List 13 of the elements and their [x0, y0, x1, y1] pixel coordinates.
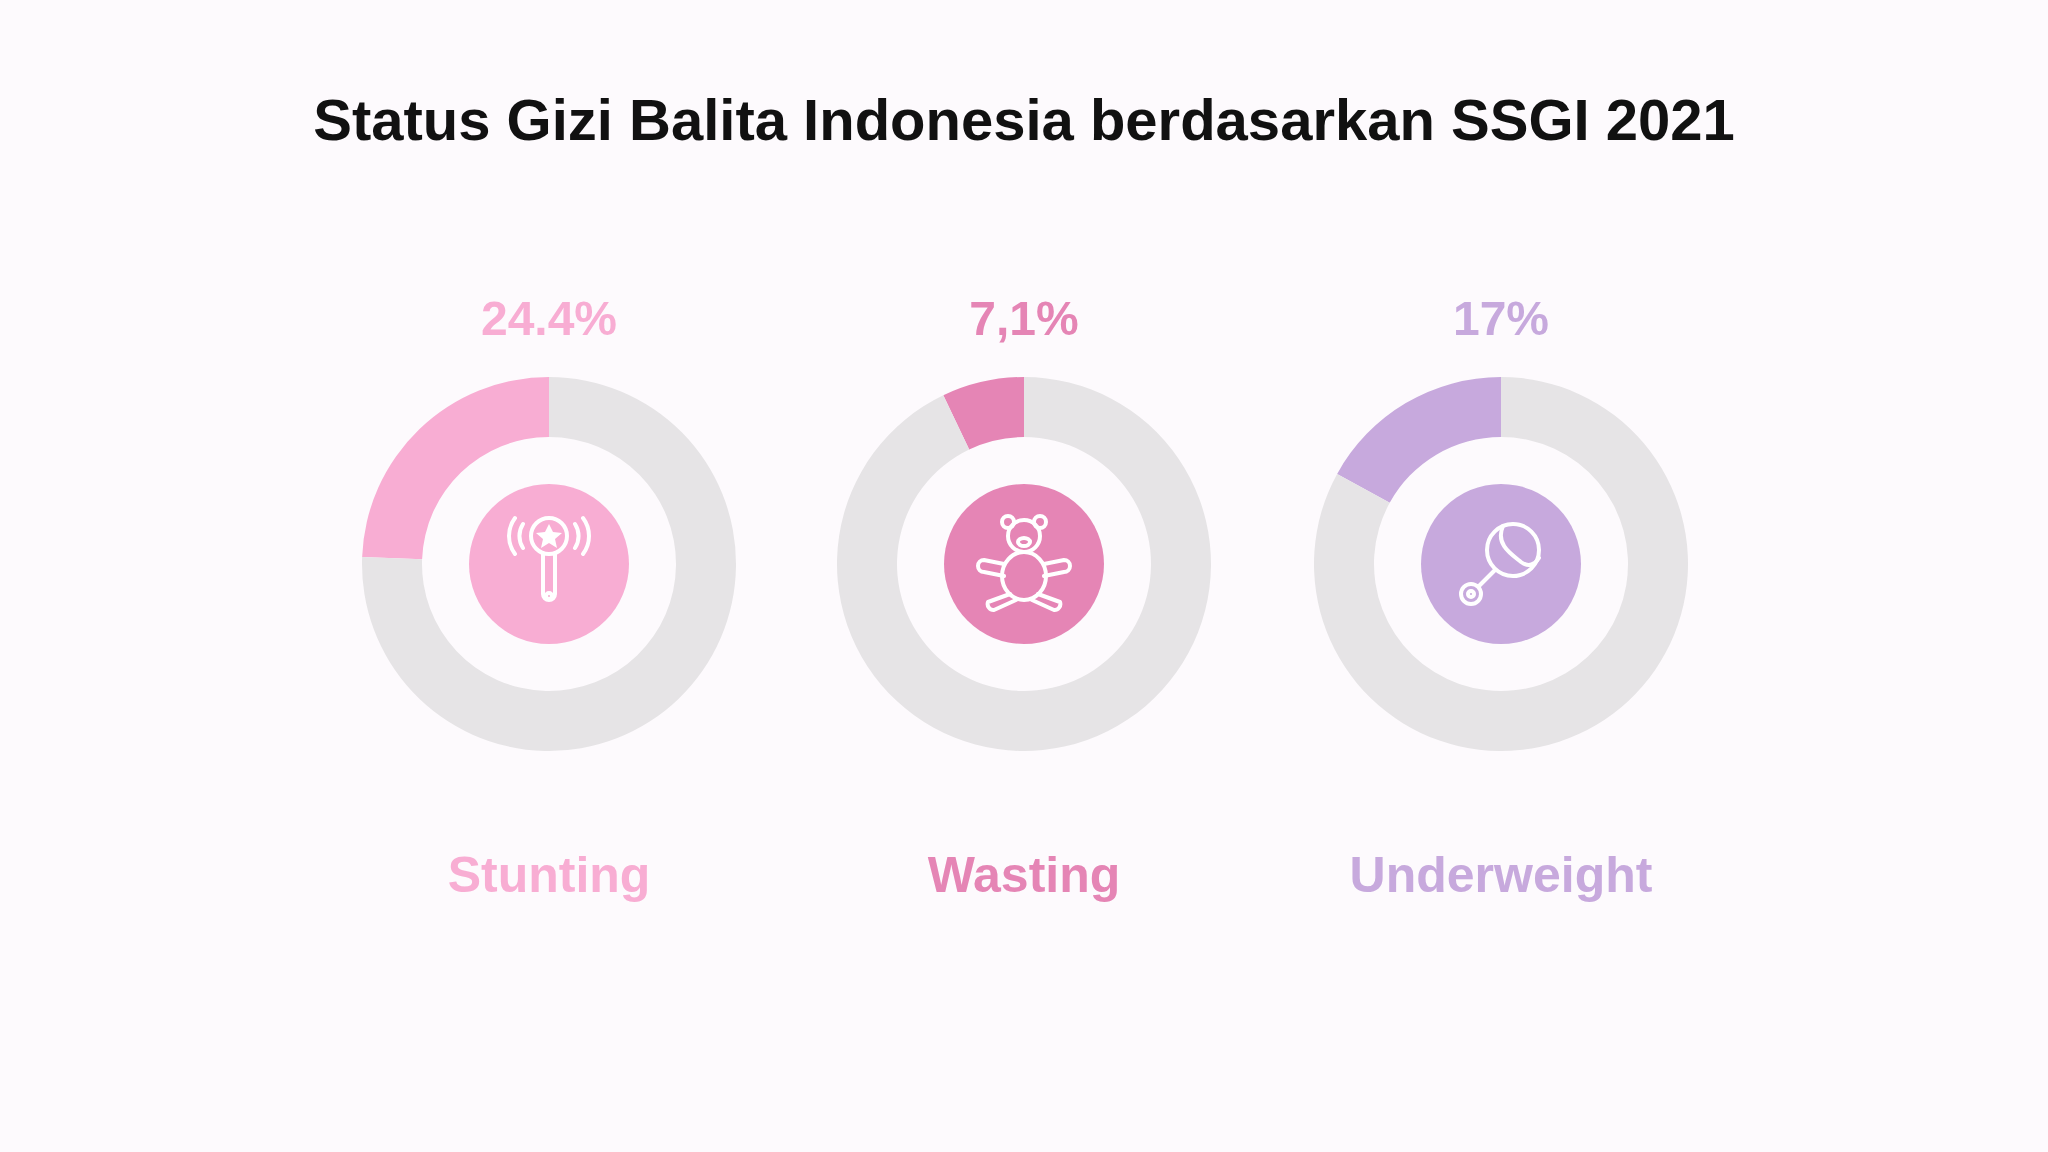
text: Stunting: [447, 847, 651, 903]
donut-slice: [1337, 377, 1501, 503]
donut-slice: [362, 377, 736, 751]
data-label: 17%: [1452, 292, 1550, 345]
donut-slice: [943, 377, 1024, 450]
donut-slice: [1314, 377, 1688, 751]
text: Wasting: [927, 847, 1121, 903]
data-label: 24.4%: [480, 292, 618, 345]
text: Underweight: [1349, 847, 1653, 903]
data-label: 7,1%: [969, 292, 1079, 345]
text: Status Gizi Balita Indonesia berdasarkan SSGI 2021: [313, 87, 1735, 152]
donut-slice: [837, 377, 1211, 751]
donut-slice: [362, 377, 549, 560]
